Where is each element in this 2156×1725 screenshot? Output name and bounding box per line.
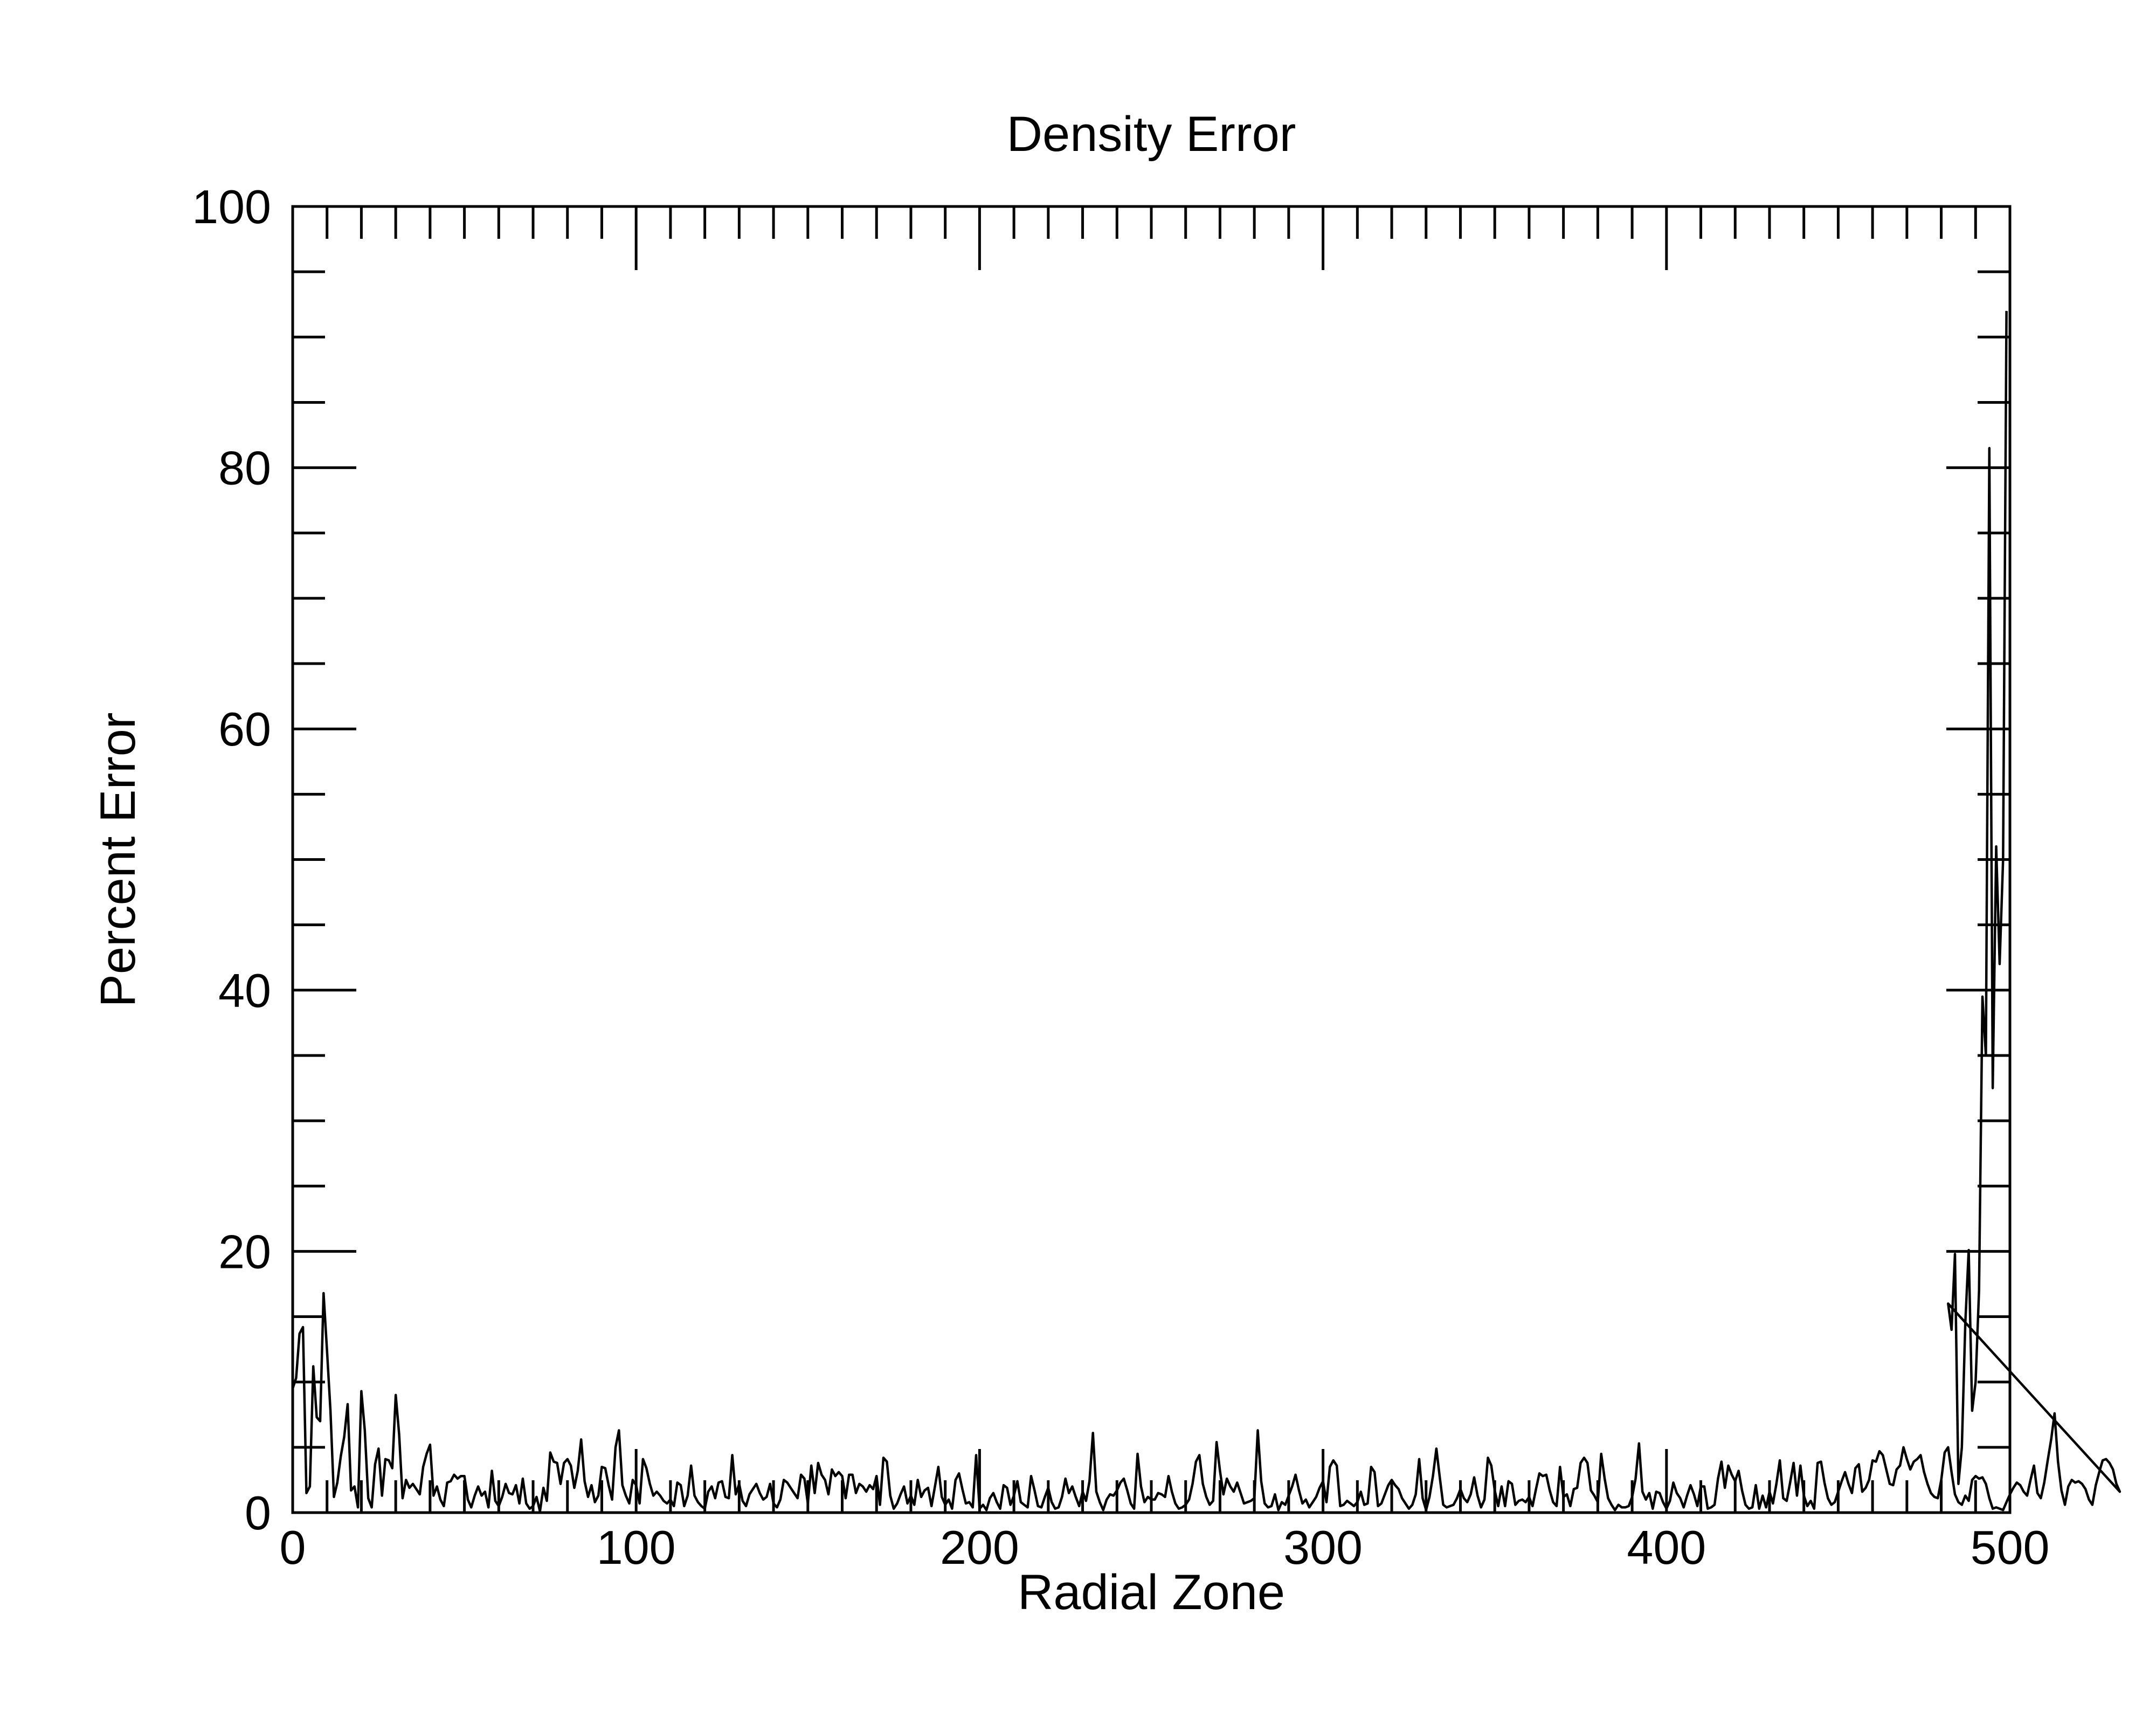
y-tick-label: 80 bbox=[218, 441, 271, 495]
y-tick-label: 0 bbox=[245, 1486, 271, 1540]
x-tick-label: 200 bbox=[940, 1521, 1019, 1574]
plot-frame bbox=[291, 205, 2012, 1514]
x-tick-label: 100 bbox=[597, 1521, 676, 1574]
y-tick-label: 100 bbox=[192, 180, 271, 233]
y-tick-label: 20 bbox=[218, 1225, 271, 1278]
x-axis-label: Radial Zone bbox=[1018, 1565, 1285, 1620]
y-axis-label: Percent Error bbox=[91, 712, 146, 1007]
axis-ticks bbox=[291, 205, 2012, 1514]
x-tick-label: 0 bbox=[280, 1521, 306, 1574]
chart-title: Density Error bbox=[1007, 107, 1296, 162]
series-layer bbox=[291, 310, 2122, 1513]
y-tick-label: 40 bbox=[218, 964, 271, 1017]
x-tick-label: 400 bbox=[1627, 1521, 1706, 1574]
series-line-density-error bbox=[291, 310, 2122, 1513]
x-tick-label: 500 bbox=[1971, 1521, 2050, 1574]
y-tick-label: 60 bbox=[218, 702, 271, 756]
axis-tick-labels: 0 100 200 300 400 500 0 20 40 60 80 100 bbox=[192, 180, 2049, 1574]
x-tick-label: 300 bbox=[1283, 1521, 1363, 1574]
